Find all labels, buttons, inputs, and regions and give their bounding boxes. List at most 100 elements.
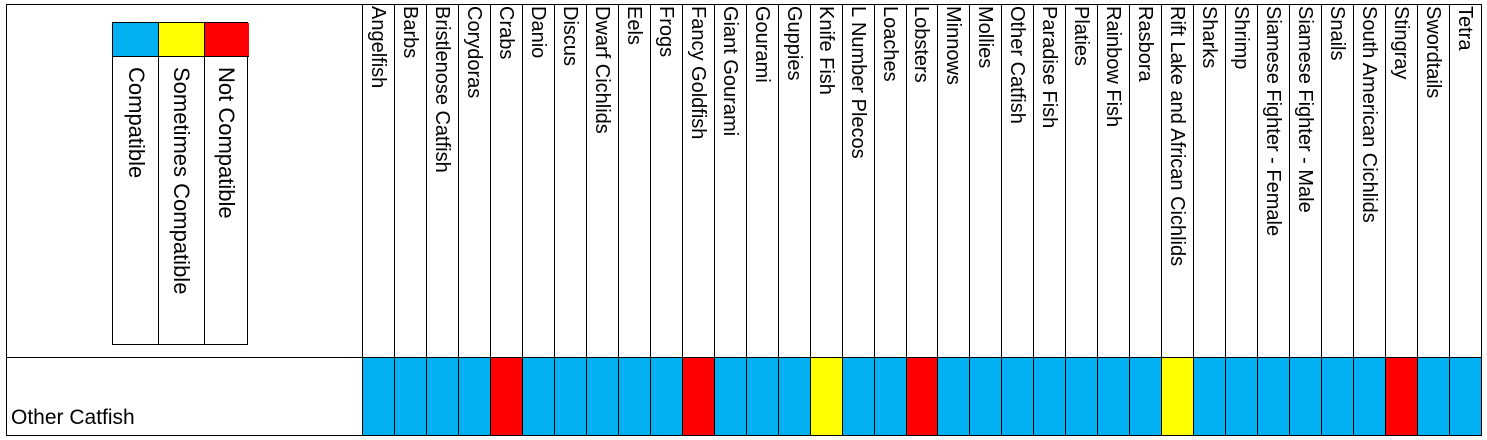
column-divider [1129, 4, 1130, 436]
compat-cell [457, 358, 490, 435]
column-header-label: South American Cichlids [1358, 6, 1381, 223]
column-header: Mollies [969, 6, 1001, 356]
column-header: Stingray [1385, 6, 1417, 356]
column-divider [1417, 4, 1418, 436]
legend: Compatible Sometimes Compatible Not Compat… [112, 22, 249, 345]
compat-cell [681, 358, 714, 435]
column-header: Giant Gourami [714, 6, 746, 356]
compat-cell [905, 358, 938, 435]
column-divider [778, 4, 779, 436]
column-divider [874, 4, 875, 436]
column-divider [1289, 4, 1290, 436]
column-header: Danio [522, 6, 554, 356]
column-header-label: Rainbow Fish [1102, 6, 1125, 128]
column-divider [1257, 4, 1258, 436]
column-divider [1065, 4, 1066, 436]
compat-cell [1321, 358, 1354, 435]
column-header-label: Crabs [494, 6, 517, 60]
column-divider [714, 4, 715, 436]
column-header-label: Lobsters [910, 6, 933, 83]
column-divider [618, 4, 619, 436]
column-divider [1001, 4, 1002, 436]
column-header-label: Shrimp [1230, 6, 1253, 70]
column-header-label: Paradise Fish [1038, 6, 1061, 129]
column-divider [1385, 4, 1386, 436]
column-header: Tetra [1449, 6, 1481, 356]
column-divider [490, 4, 491, 436]
compat-cell [1161, 358, 1194, 435]
column-divider [522, 4, 523, 436]
column-header: Guppies [778, 6, 810, 356]
column-divider [458, 4, 459, 436]
column-divider [810, 4, 811, 436]
column-divider [746, 4, 747, 436]
column-divider [394, 4, 395, 436]
column-header: Fancy Goldfish [682, 6, 714, 356]
column-header: Platies [1065, 6, 1097, 356]
legend-swatch [113, 23, 159, 57]
column-divider [906, 4, 907, 436]
compat-cell [393, 358, 426, 435]
column-header-label: Rift Lake and African Cichlids [1166, 6, 1189, 267]
compat-cell [1033, 358, 1066, 435]
compat-cell [1193, 358, 1226, 435]
legend-label: Compatible [123, 67, 149, 179]
column-header: Discus [554, 6, 586, 356]
column-header-label: Discus [558, 6, 581, 67]
compat-cell [1065, 358, 1098, 435]
column-header-label: Dwarf Cichlids [590, 6, 613, 134]
column-divider [554, 4, 555, 436]
column-header: Bristlenose Catfish [426, 6, 458, 356]
column-divider [586, 4, 587, 436]
compat-cell [521, 358, 554, 435]
column-header-label: Minnows [942, 6, 965, 85]
column-header: Siamese Fighter - Male [1289, 6, 1321, 356]
column-header: Siamese Fighter - Female [1257, 6, 1289, 356]
column-header: Dwarf Cichlids [586, 6, 618, 356]
column-divider [1097, 4, 1098, 436]
column-divider [650, 4, 651, 436]
column-header: Barbs [394, 6, 426, 356]
compat-cell [1353, 358, 1386, 435]
column-header: Snails [1321, 6, 1353, 356]
column-divider [1353, 4, 1354, 436]
compat-cell [1129, 358, 1162, 435]
compat-cell [873, 358, 906, 435]
column-header-label: Loaches [878, 6, 901, 82]
column-header-label: Corydoras [462, 6, 485, 99]
column-header: Frogs [650, 6, 682, 356]
compat-cell [937, 358, 970, 435]
column-divider [842, 4, 843, 436]
compat-cell [553, 358, 586, 435]
column-divider [1193, 4, 1194, 436]
column-header: Shrimp [1225, 6, 1257, 356]
legend-divider [203, 23, 205, 344]
column-header: Knife Fish [810, 6, 842, 356]
border-top [6, 4, 1482, 5]
column-header-label: Tetra [1454, 6, 1476, 51]
column-divider [1033, 4, 1034, 436]
compat-cell [1289, 358, 1322, 435]
column-header-label: Gourami [750, 6, 773, 83]
legend-swatch [158, 23, 204, 57]
column-header: Gourami [746, 6, 778, 356]
compat-cell [713, 358, 746, 435]
compat-cell [1385, 358, 1418, 435]
column-header-label: Swordtails [1422, 6, 1445, 99]
column-header: South American Cichlids [1353, 6, 1385, 356]
border-middle [6, 357, 1482, 358]
column-header: Paradise Fish [1033, 6, 1065, 356]
compat-cell [489, 358, 522, 435]
column-divider [682, 4, 683, 436]
column-header-label: Platies [1070, 6, 1093, 67]
row-label: Other Catfish [11, 406, 135, 429]
border-bottom [6, 435, 1482, 436]
column-header-label: Sharks [1198, 6, 1221, 69]
column-header: Minnows [937, 6, 969, 356]
column-header-label: Eels [622, 6, 645, 45]
compat-cell [1257, 358, 1290, 435]
compat-cell [617, 358, 650, 435]
column-divider [969, 4, 970, 436]
compat-cell [745, 358, 778, 435]
column-header-label: Angelfish [366, 6, 389, 89]
